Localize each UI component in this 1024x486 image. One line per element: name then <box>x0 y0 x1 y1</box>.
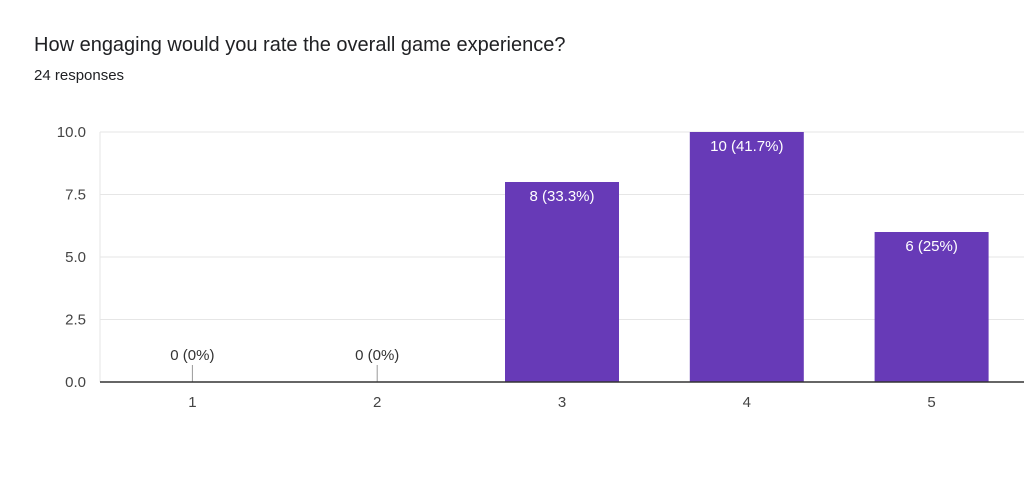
y-tick-label: 2.5 <box>65 312 86 329</box>
bar-data-label: 10 (41.7%) <box>710 138 783 155</box>
bar-data-label: 0 (0%) <box>355 347 399 364</box>
chart-title: How engaging would you rate the overall … <box>34 34 566 56</box>
x-tick-label: 3 <box>558 394 566 411</box>
bar <box>874 232 989 382</box>
bar <box>689 132 804 382</box>
bar-data-label: 0 (0%) <box>170 347 214 364</box>
x-tick-label: 5 <box>927 394 935 411</box>
y-tick-label: 5.0 <box>65 249 86 266</box>
y-tick-label: 0.0 <box>65 374 86 391</box>
bar-data-label: 8 (33.3%) <box>529 188 594 205</box>
x-tick-label: 2 <box>373 394 381 411</box>
x-tick-label: 4 <box>743 394 751 411</box>
bar-data-label: 6 (25%) <box>905 238 958 255</box>
response-count: 24 responses <box>34 67 125 84</box>
bar <box>505 182 619 382</box>
x-tick-label: 1 <box>188 394 196 411</box>
y-tick-label: 7.5 <box>65 187 86 204</box>
y-tick-label: 10.0 <box>57 124 86 141</box>
